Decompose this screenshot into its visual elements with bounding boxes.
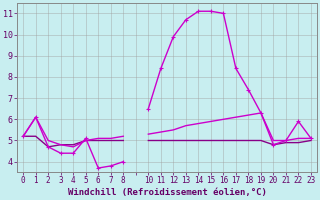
X-axis label: Windchill (Refroidissement éolien,°C): Windchill (Refroidissement éolien,°C)	[68, 188, 267, 197]
